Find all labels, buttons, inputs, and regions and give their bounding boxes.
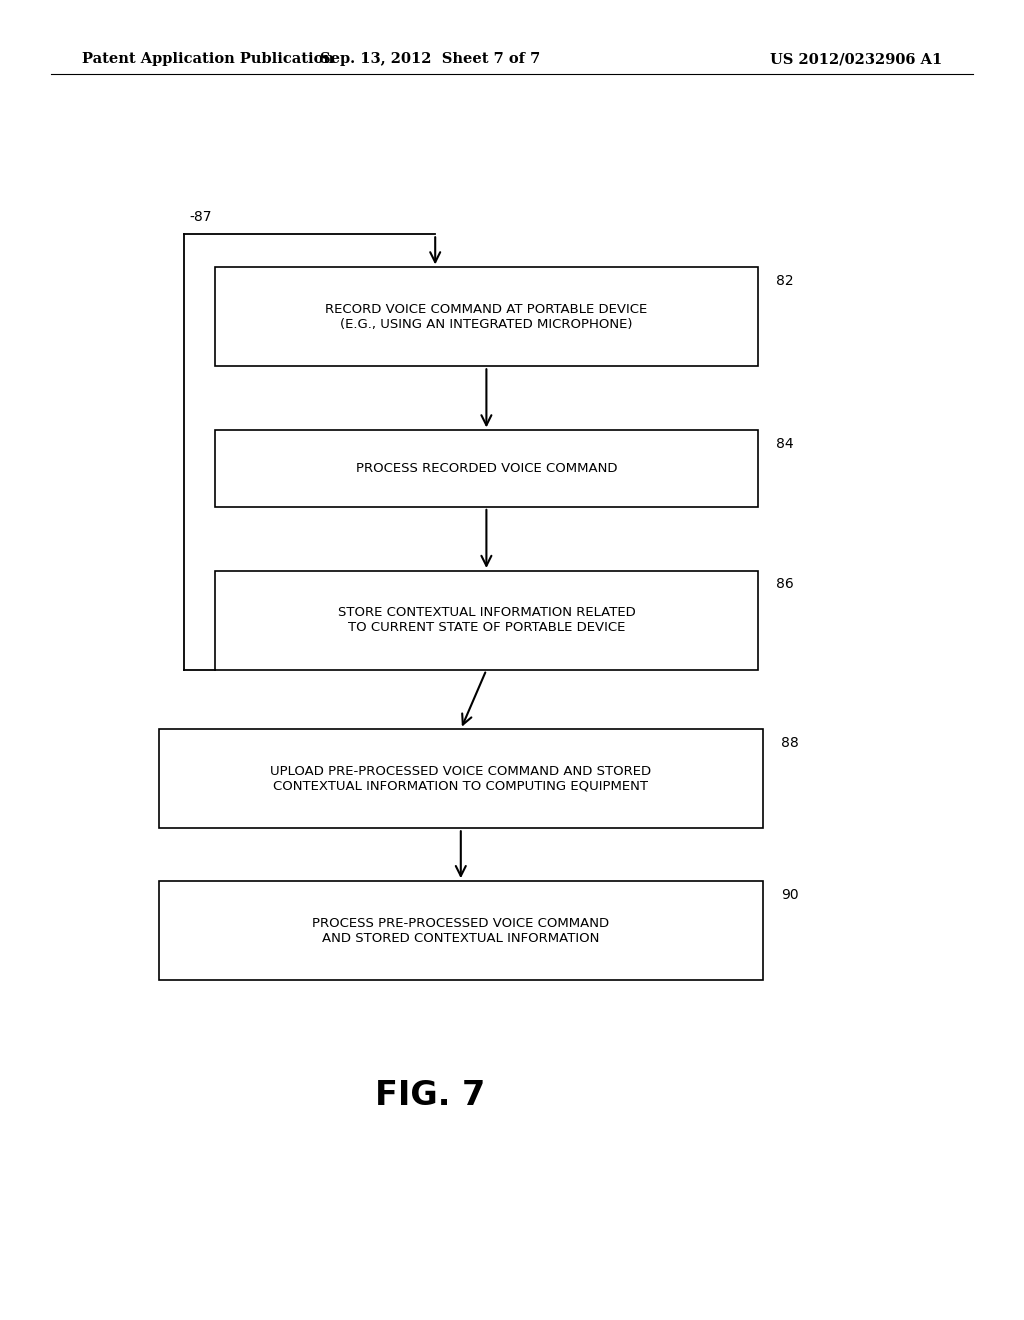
Text: Patent Application Publication: Patent Application Publication — [82, 53, 334, 66]
Text: 84: 84 — [776, 437, 794, 451]
Text: STORE CONTEXTUAL INFORMATION RELATED
TO CURRENT STATE OF PORTABLE DEVICE: STORE CONTEXTUAL INFORMATION RELATED TO … — [338, 606, 635, 635]
Text: FIG. 7: FIG. 7 — [375, 1080, 485, 1111]
Bar — [215, 430, 758, 507]
Bar — [159, 882, 763, 979]
Text: -87: -87 — [189, 210, 212, 223]
Bar — [159, 729, 763, 829]
Text: 90: 90 — [781, 888, 799, 902]
Text: 88: 88 — [781, 737, 799, 750]
Text: 86: 86 — [776, 578, 794, 591]
Text: UPLOAD PRE-PROCESSED VOICE COMMAND AND STORED
CONTEXTUAL INFORMATION TO COMPUTIN: UPLOAD PRE-PROCESSED VOICE COMMAND AND S… — [270, 764, 651, 793]
Text: PROCESS PRE-PROCESSED VOICE COMMAND
AND STORED CONTEXTUAL INFORMATION: PROCESS PRE-PROCESSED VOICE COMMAND AND … — [312, 916, 609, 945]
Text: US 2012/0232906 A1: US 2012/0232906 A1 — [770, 53, 942, 66]
Bar — [215, 267, 758, 366]
Text: Sep. 13, 2012  Sheet 7 of 7: Sep. 13, 2012 Sheet 7 of 7 — [319, 53, 541, 66]
Text: RECORD VOICE COMMAND AT PORTABLE DEVICE
(E.G., USING AN INTEGRATED MICROPHONE): RECORD VOICE COMMAND AT PORTABLE DEVICE … — [326, 302, 647, 331]
Text: 82: 82 — [776, 275, 794, 288]
Bar — [215, 572, 758, 671]
Text: PROCESS RECORDED VOICE COMMAND: PROCESS RECORDED VOICE COMMAND — [355, 462, 617, 475]
